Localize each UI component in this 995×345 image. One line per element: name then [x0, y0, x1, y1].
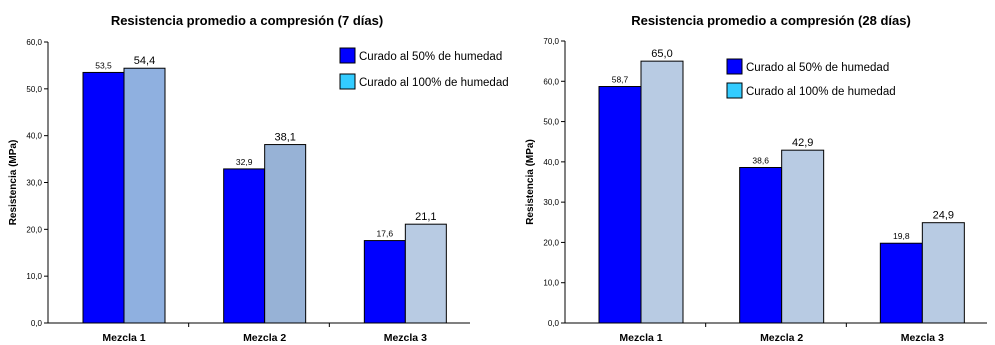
- data-label: 54,4: [134, 55, 155, 67]
- data-label: 58,7: [612, 75, 629, 85]
- y-tick-label: 50,0: [543, 118, 559, 127]
- y-tick-label: 20,0: [543, 238, 559, 247]
- chart-title: Resistencia promedio a compresión (28 dí…: [631, 13, 911, 28]
- legend-swatch: [339, 73, 356, 90]
- x-category-label: Mezcla 2: [243, 332, 286, 344]
- bar: [264, 144, 307, 324]
- chart-title: Resistencia promedio a compresión (7 día…: [111, 13, 383, 28]
- y-tick-label: 60,0: [26, 38, 42, 47]
- y-axis-label: Resistencia (MPa): [8, 140, 19, 226]
- data-label: 17,6: [377, 229, 394, 239]
- data-label: 53,5: [95, 60, 112, 70]
- x-category-label: Mezcla 2: [760, 332, 803, 344]
- data-label: 19,8: [893, 231, 910, 241]
- data-label: 65,0: [651, 48, 672, 60]
- y-tick-label: 40,0: [26, 132, 42, 141]
- x-category-label: Mezcla 1: [102, 332, 145, 344]
- bar: [879, 242, 923, 324]
- x-category-label: Mezcla 3: [901, 332, 944, 344]
- data-label: 38,6: [752, 155, 769, 165]
- y-tick-label: 0,0: [548, 319, 560, 328]
- bar: [123, 67, 166, 324]
- x-category-label: Mezcla 1: [619, 332, 662, 344]
- y-axis-label: Resistencia (MPa): [525, 139, 536, 225]
- bar: [404, 223, 447, 324]
- bar: [363, 240, 406, 324]
- y-tick-label: 70,0: [543, 37, 559, 46]
- y-tick-label: 50,0: [26, 85, 42, 94]
- legend-label: Curado al 50% de humedad: [359, 51, 502, 63]
- data-label: 42,9: [792, 137, 813, 149]
- legend-label: Curado al 100% de humedad: [746, 86, 896, 98]
- bar: [781, 149, 825, 324]
- bar: [598, 86, 642, 324]
- legend-swatch: [726, 82, 743, 99]
- legend-label: Curado al 50% de humedad: [746, 62, 889, 74]
- bar: [640, 60, 684, 324]
- y-tick-label: 10,0: [26, 272, 42, 281]
- bar: [921, 222, 965, 324]
- y-tick-label: 30,0: [543, 198, 559, 207]
- bar: [82, 71, 125, 324]
- legend-swatch: [339, 47, 356, 64]
- data-label: 24,9: [933, 210, 954, 222]
- y-tick-label: 30,0: [26, 179, 42, 188]
- y-tick-label: 40,0: [543, 158, 559, 167]
- legend-swatch: [726, 58, 743, 75]
- y-tick-label: 20,0: [26, 225, 42, 234]
- bar: [223, 168, 266, 324]
- y-tick-label: 10,0: [543, 279, 559, 288]
- y-tick-label: 0,0: [31, 319, 43, 328]
- x-category-label: Mezcla 3: [384, 332, 427, 344]
- data-label: 38,1: [274, 132, 295, 144]
- data-label: 32,9: [236, 157, 253, 167]
- bar: [739, 166, 783, 324]
- y-tick-label: 60,0: [543, 77, 559, 86]
- legend-label: Curado al 100% de humedad: [359, 77, 509, 89]
- data-label: 21,1: [415, 211, 436, 223]
